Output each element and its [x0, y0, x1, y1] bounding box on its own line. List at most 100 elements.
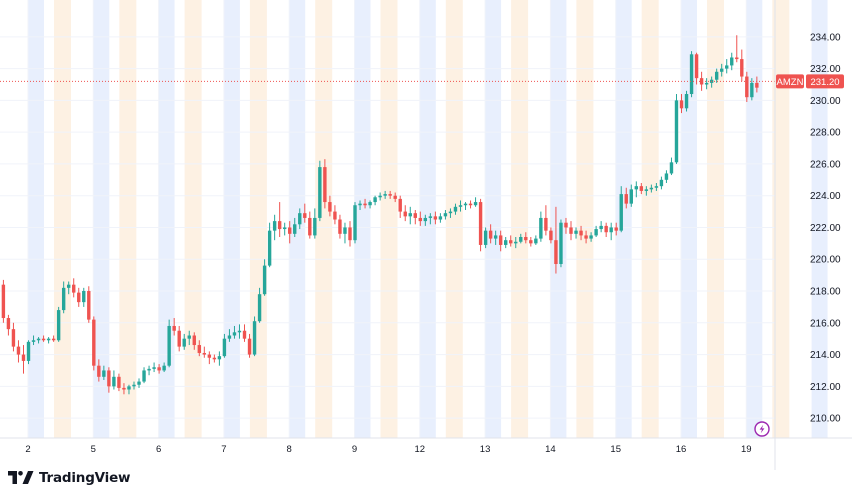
candle	[403, 205, 407, 222]
lightning-icon[interactable]	[754, 421, 770, 437]
candle-body	[423, 217, 428, 222]
candle	[308, 211, 312, 239]
candle-body	[433, 216, 438, 220]
candle-body	[323, 167, 327, 203]
candle-body	[97, 365, 101, 377]
afterhours-band	[576, 0, 594, 438]
time-axis[interactable]: 2 5 6 7 8 9 12 13 14 15 16 19	[0, 437, 852, 455]
candle-body	[669, 162, 674, 174]
candlestick-chart[interactable]: 210.00 212.00 214.00 216.00 218.00 220.00 222.…	[0, 0, 852, 470]
candle	[137, 378, 141, 388]
x-tick-label: 14	[545, 444, 556, 455]
candle	[172, 318, 176, 336]
candle-body	[182, 338, 186, 347]
candle-body	[207, 354, 212, 358]
y-tick-label: 226.00	[810, 159, 841, 170]
candle-body	[142, 370, 146, 382]
candle	[478, 198, 483, 252]
candle	[448, 208, 453, 218]
last-price-badge: AMZN 231.20	[776, 74, 844, 89]
candle-body	[137, 381, 141, 385]
candle-body	[127, 386, 131, 390]
candle-body	[252, 321, 257, 355]
candle-body	[328, 202, 332, 212]
candle-body	[579, 230, 583, 236]
candle-body	[247, 338, 252, 355]
candle-body	[61, 287, 66, 311]
premarket-band	[93, 0, 110, 438]
candle	[418, 211, 423, 226]
y-tick-label: 214.00	[810, 350, 841, 361]
candle	[413, 209, 417, 225]
candle-body	[453, 206, 458, 212]
candle-body	[16, 346, 21, 355]
premarket-band	[811, 0, 828, 438]
candle-body	[378, 195, 382, 198]
candle	[207, 351, 212, 365]
candle	[318, 160, 322, 222]
y-tick-label: 216.00	[810, 318, 841, 329]
candle	[72, 278, 76, 298]
candle	[519, 233, 523, 244]
candle	[443, 209, 448, 220]
x-tick-label: 15	[610, 444, 621, 455]
y-tick-label: 228.00	[810, 128, 841, 139]
candle-body	[222, 338, 227, 357]
candle	[237, 324, 242, 339]
candle-body	[217, 356, 222, 360]
candle	[564, 217, 568, 234]
candle-body	[167, 325, 171, 366]
candle-body	[468, 203, 473, 206]
tradingview-brand-name: TradingView	[39, 469, 131, 486]
candle-body	[634, 186, 639, 190]
candle-body	[51, 338, 56, 341]
candle	[92, 316, 96, 371]
x-tick-label: 12	[415, 444, 426, 455]
candle-body	[197, 345, 201, 353]
candle	[82, 287, 86, 307]
candle-body	[745, 76, 749, 98]
candle	[569, 221, 573, 241]
candle-body	[649, 187, 654, 190]
candle	[725, 59, 729, 74]
candle	[36, 337, 41, 344]
candle-body	[122, 387, 126, 390]
candle	[257, 287, 262, 323]
candle-body	[232, 332, 237, 336]
candle-body	[659, 179, 664, 187]
symbol-badge-bg	[776, 74, 804, 89]
candle-body	[725, 65, 729, 69]
candle-body	[544, 217, 548, 231]
premarket-band	[550, 0, 567, 438]
premarket-band	[419, 0, 436, 438]
candle-body	[288, 227, 292, 234]
candle	[192, 332, 196, 350]
x-tick-label: 16	[676, 444, 687, 455]
candle-body	[644, 189, 649, 191]
candle	[719, 63, 724, 77]
candle-body	[529, 240, 533, 244]
afterhours-band	[315, 0, 333, 438]
candle	[217, 351, 222, 366]
candle-body	[202, 352, 207, 355]
candle-body	[689, 54, 694, 95]
candle	[408, 206, 412, 225]
candle-body	[262, 265, 267, 295]
candle-body	[509, 240, 513, 244]
candle	[483, 227, 488, 249]
candle	[177, 325, 181, 352]
price-axis[interactable]: 210.00 212.00 214.00 216.00 218.00 220.00 222.…	[774, 0, 841, 470]
footer-branding[interactable]: TradingView	[8, 469, 131, 486]
candle-body	[735, 57, 739, 60]
candle-body	[418, 217, 423, 222]
candle	[554, 206, 558, 274]
candle	[323, 159, 327, 209]
candle	[644, 186, 649, 196]
candle	[102, 365, 106, 380]
candle	[664, 170, 669, 183]
candle-body	[730, 57, 734, 66]
candle-body	[313, 217, 317, 236]
candle-body	[393, 195, 397, 199]
candle	[599, 221, 603, 233]
candle-body	[755, 82, 759, 88]
